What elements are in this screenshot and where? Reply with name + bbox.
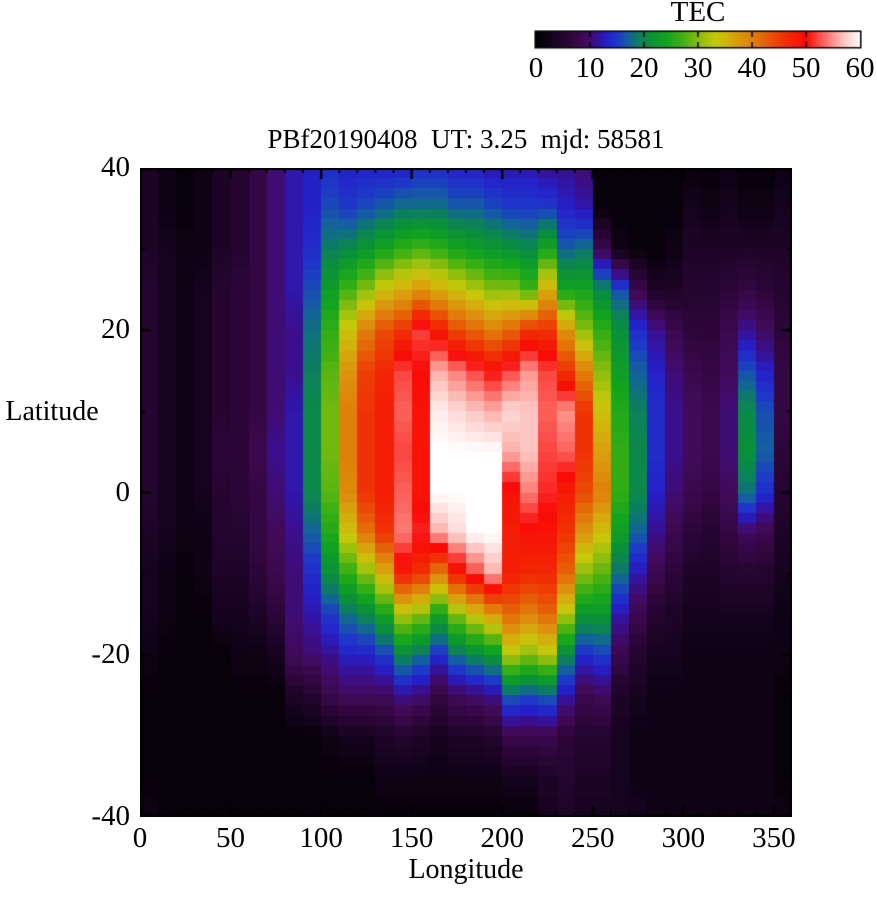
y-tick-label: 0 — [115, 475, 131, 508]
colorbar-tick-label: 40 — [737, 52, 767, 84]
colorbar-tick-label: 60 — [845, 52, 875, 84]
y-tick-label: -40 — [91, 800, 130, 832]
y-tick-label: 20 — [101, 313, 130, 346]
heatmap-canvas — [140, 168, 792, 817]
x-axis-label: Longitude — [408, 854, 524, 885]
y-axis-label: Latitude — [5, 396, 99, 427]
x-tick-label: 250 — [571, 822, 615, 854]
x-tick-label: 100 — [299, 822, 343, 854]
x-tick-label: 200 — [480, 822, 524, 854]
colorbar-tick-label: 50 — [791, 52, 821, 84]
colorbar-tick-label: 0 — [528, 52, 544, 84]
plot-title: PBf20190408 UT: 3.25 mjd: 58581 — [267, 124, 665, 154]
x-tick-label: 350 — [752, 822, 796, 854]
y-tick-label: 40 — [101, 151, 130, 183]
x-tick-label: 0 — [132, 822, 148, 854]
colorbar-tick-label: 20 — [629, 52, 659, 84]
x-tick-label: 300 — [661, 822, 706, 854]
x-tick-label: 50 — [216, 822, 246, 854]
x-tick-label: 150 — [389, 822, 434, 854]
y-tick-label: -20 — [91, 637, 130, 670]
colorbar-tick-label: 10 — [575, 52, 605, 84]
colorbar-tick-label: 30 — [683, 52, 713, 84]
colorbar-title: TEC — [670, 0, 726, 28]
colorbar-gradient — [534, 30, 862, 50]
